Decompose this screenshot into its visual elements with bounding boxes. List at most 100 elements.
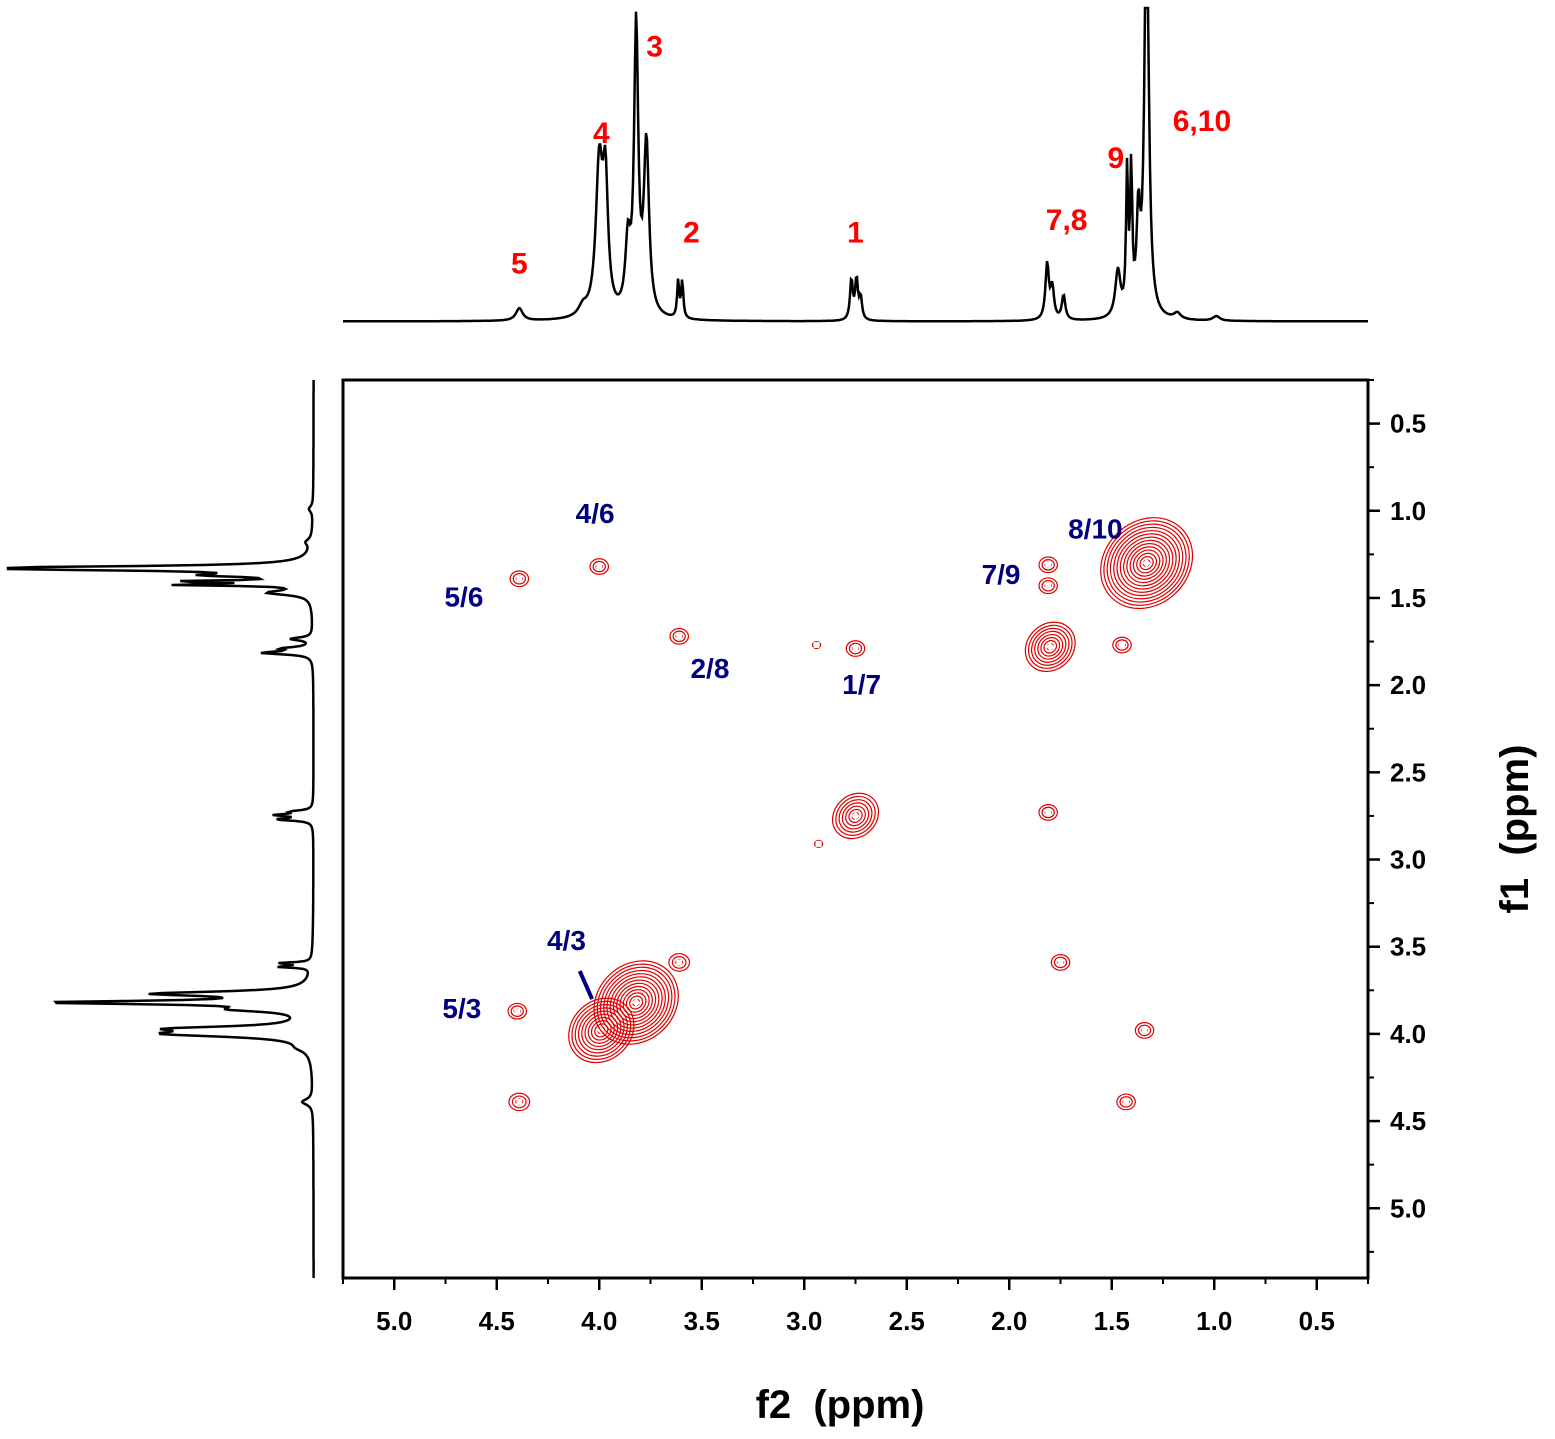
cross-peak-label: 4/3 [547,925,586,956]
contour-ring [1116,1093,1136,1111]
contour-ring [1043,640,1058,654]
contour-center [516,575,523,582]
x-tick-label: 1.5 [1094,1306,1130,1336]
contour-ring [671,955,687,969]
contour-center [676,959,683,966]
cross-peak [507,1002,528,1020]
contour-ring [1041,559,1055,571]
contour-ring [1123,539,1171,587]
contour-ring [606,973,666,1032]
contour-ring [612,979,660,1026]
contour-ring [845,640,866,657]
contour-ring [672,630,686,643]
contour-ring [1103,520,1190,606]
contour-ring [1030,627,1070,666]
cross-peak [1038,577,1058,595]
contour-center [1123,1098,1130,1105]
contour-center [1119,642,1125,649]
contour-center [1142,558,1151,568]
contour-center [516,1098,523,1105]
x-axis-title: f2 (ppm) [756,1383,925,1427]
f2-projection-spectrum [343,6,1368,323]
contour-ring [848,642,863,655]
contour-center [676,633,683,640]
contour-ring [509,570,530,588]
diagonal-peak [831,792,880,840]
y-axis-title: f1 (ppm) [1493,745,1537,914]
contour-center [1046,642,1055,652]
x-tick-label: 3.5 [684,1306,720,1336]
peak-label: 9 [1108,142,1125,175]
cross-peak [1116,1093,1136,1111]
contour-center [514,1008,521,1015]
contour-ring [1132,549,1161,577]
x-tick-label: 1.0 [1196,1306,1232,1336]
contour-ring [508,1092,531,1112]
x-tick-label: 4.0 [581,1306,617,1336]
cross-peak [1112,636,1132,654]
contour-ring [593,960,679,1045]
contour-center [596,563,603,570]
contour-ring [510,1005,524,1018]
x-tick-label: 4.5 [479,1306,515,1336]
cross-label-pointer [577,970,594,1000]
cross-peak-label: 5/6 [444,582,483,613]
contour-ring [811,640,822,650]
y-tick-label: 3.5 [1390,932,1426,962]
contour-center [1045,561,1052,568]
contour-ring [1041,579,1055,592]
contour-ring [1137,1024,1152,1037]
peak-label: 4 [593,117,610,150]
peak-label: 6,10 [1173,105,1231,138]
f2-spectrum-line [343,6,1368,323]
y-tick-label: 2.0 [1390,670,1426,700]
cross-peak-label: 1/7 [842,669,881,700]
peak-label: 3 [646,30,663,63]
contour-ring [609,976,663,1029]
contour-ring [1106,523,1187,603]
peak-label: 7,8 [1046,204,1088,237]
x-tick-label: 5.0 [376,1306,412,1336]
contour-ring [1112,636,1132,654]
contour-ring [1136,552,1158,574]
cross-peak [589,558,610,575]
x-tick-label: 2.0 [991,1306,1027,1336]
cross-peak [669,627,689,645]
cross-peak-label: 5/3 [442,993,481,1024]
x-axis: 5.0 4.5 4.0 3.5 3.0 2.5 2.0 1.5 1.0 0.5 [342,1278,1369,1336]
contour-center [1141,1027,1148,1034]
cross-peak [845,640,866,657]
f1-projection-spectrum [6,380,315,1278]
contour-center [815,840,822,847]
contour-ring [845,805,866,827]
contour-ring [1119,1096,1133,1108]
contour-ring [1041,806,1055,819]
y-tick-label: 1.5 [1390,583,1426,613]
contour-ring [1113,530,1180,597]
contour-ring [599,966,673,1039]
peak-label: 5 [511,247,528,280]
contour-ring [1053,956,1068,969]
contour-ring [841,802,870,830]
contour-ring [622,989,650,1016]
contour-ring [668,953,691,972]
contour-ring [596,963,676,1042]
y-tick-label: 4.5 [1390,1106,1426,1136]
cross-peak [1038,556,1058,574]
x-tick-label: 2.5 [889,1306,925,1336]
contour-ring [831,792,880,840]
f1-spectrum-line [6,380,315,1278]
contour-ring [1034,630,1067,663]
diagonal-peak [1024,621,1076,673]
contour-center [813,642,820,649]
y-tick-label: 4.0 [1390,1019,1426,1049]
contour-ring [1115,639,1129,651]
x-tick-label: 3.0 [786,1306,822,1336]
contour-center [1045,582,1052,589]
peak-label: 1 [847,216,864,249]
contour-ring [507,1002,528,1020]
contour-center [851,811,860,821]
contour-ring [1134,1021,1155,1039]
contour-ring [835,795,876,836]
contour-ring [1109,526,1184,600]
